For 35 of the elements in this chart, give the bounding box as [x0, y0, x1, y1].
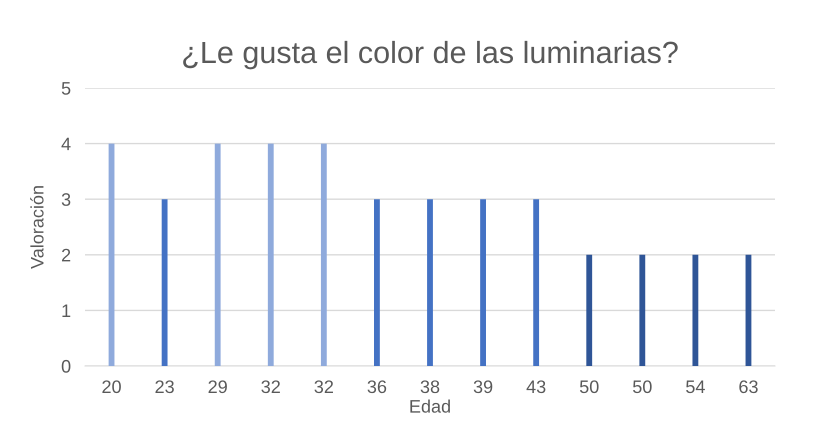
x-tick-label: 54 — [686, 380, 705, 394]
x-tick-label: 43 — [526, 380, 546, 394]
bar — [374, 199, 380, 366]
y-axis-title: Valoración — [30, 186, 44, 269]
bar — [639, 254, 646, 366]
bar — [108, 144, 114, 366]
bar — [427, 199, 433, 366]
y-tick-label: 0 — [62, 360, 70, 373]
x-tick-label: 32 — [314, 380, 333, 394]
x-tick-label: 20 — [102, 380, 121, 394]
bar — [162, 199, 168, 366]
bar — [586, 254, 592, 366]
y-tick-label: 2 — [62, 248, 70, 262]
x-axis-title: Edad — [410, 400, 450, 413]
bar — [692, 254, 698, 366]
y-tick-label: 1 — [62, 304, 70, 317]
bar — [214, 144, 221, 366]
x-tick-label: 50 — [580, 380, 599, 394]
x-tick-label: 32 — [261, 380, 280, 394]
bar — [268, 144, 274, 366]
bar — [746, 254, 752, 366]
x-tick-label: 39 — [474, 380, 492, 394]
bar — [533, 199, 540, 366]
x-tick-label: 63 — [739, 380, 758, 394]
x-tick-label: 50 — [632, 380, 652, 394]
bar — [320, 144, 327, 366]
x-tick-label: 38 — [420, 380, 440, 394]
x-tick-label: 36 — [368, 380, 386, 394]
x-tick-label: 29 — [208, 380, 227, 394]
chart-title: ¿Le gusta el color de las luminarias? — [183, 40, 678, 70]
x-tick-label: 23 — [155, 380, 174, 394]
y-tick-label: 3 — [62, 193, 70, 206]
y-tick-label: 4 — [61, 138, 71, 150]
bar — [480, 199, 486, 366]
y-tick-label: 5 — [62, 82, 70, 95]
